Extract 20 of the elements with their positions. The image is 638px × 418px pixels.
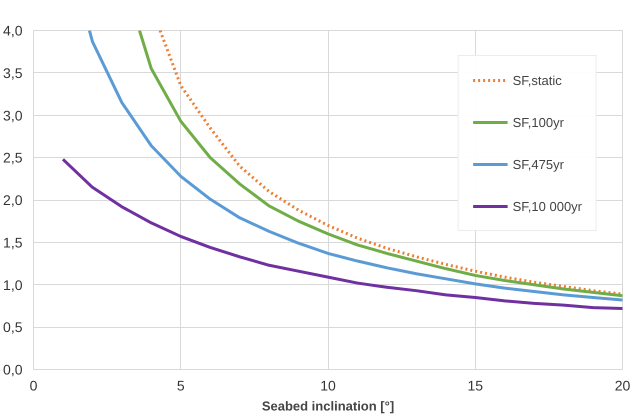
legend-label: SF,100yr [512,114,564,130]
x-tick-label: 15 [467,378,484,394]
y-tick-label: 3,5 [3,64,23,81]
y-tick-label: 4,0 [3,22,23,38]
x-tick-label: 20 [614,378,630,394]
x-tick-label: 10 [320,378,336,394]
y-tick-label: 2,0 [3,192,23,208]
y-tick-label: 1,5 [3,234,23,250]
x-axis-title: Seabed inclination [°] [262,398,394,414]
line-series [61,158,622,310]
y-tick-label: 1,0 [3,276,23,293]
legend-label: SF,10 000yr [512,198,582,214]
legend-label: SF,static [512,72,562,88]
legend-label: SF,475yr [512,156,564,172]
y-tick-label: 3,0 [3,107,23,124]
y-tick-label: 0,5 [3,319,23,336]
x-tick-label: 0 [30,378,38,394]
y-tick-label: 2,5 [3,150,23,166]
y-tick-label: 0,0 [3,362,23,378]
x-tick-label: 5 [176,378,185,394]
